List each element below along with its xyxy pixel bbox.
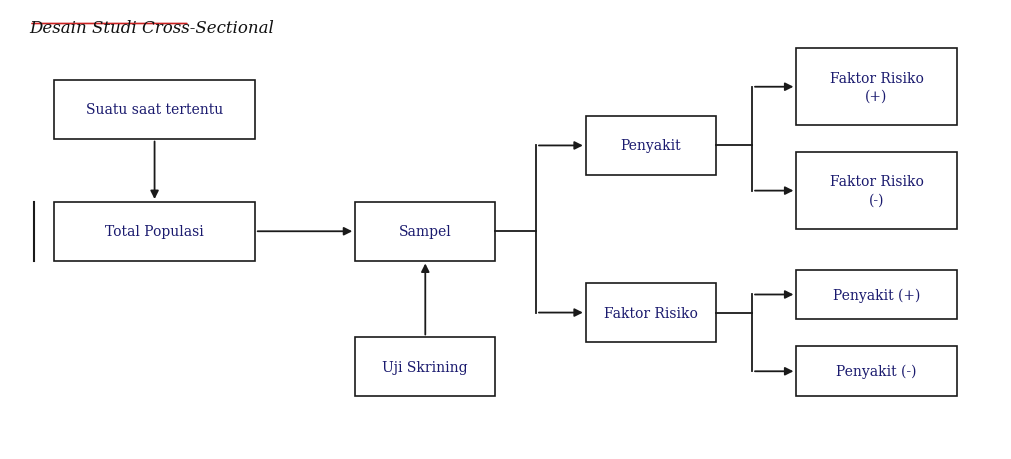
Text: Desain Studi Cross-Sectional: Desain Studi Cross-Sectional xyxy=(29,20,274,37)
Text: Penyakit (-): Penyakit (-) xyxy=(836,364,917,379)
Text: Penyakit: Penyakit xyxy=(621,139,681,153)
Text: Faktor Risiko: Faktor Risiko xyxy=(604,306,698,320)
Text: Sampel: Sampel xyxy=(399,225,452,239)
Text: Faktor Risiko
(-): Faktor Risiko (-) xyxy=(830,175,923,207)
FancyBboxPatch shape xyxy=(797,347,956,396)
Text: Uji Skrining: Uji Skrining xyxy=(382,360,468,374)
FancyBboxPatch shape xyxy=(55,81,255,140)
FancyBboxPatch shape xyxy=(585,284,716,342)
Text: Total Populasi: Total Populasi xyxy=(105,225,204,239)
FancyBboxPatch shape xyxy=(585,117,716,175)
FancyBboxPatch shape xyxy=(797,153,956,230)
Text: Penyakit (+): Penyakit (+) xyxy=(833,288,920,302)
Text: Suatu saat tertentu: Suatu saat tertentu xyxy=(86,103,223,117)
FancyBboxPatch shape xyxy=(55,202,255,261)
FancyBboxPatch shape xyxy=(797,49,956,126)
Text: Faktor Risiko
(+): Faktor Risiko (+) xyxy=(830,71,923,104)
FancyBboxPatch shape xyxy=(355,338,495,396)
FancyBboxPatch shape xyxy=(797,270,956,319)
FancyBboxPatch shape xyxy=(355,202,495,261)
